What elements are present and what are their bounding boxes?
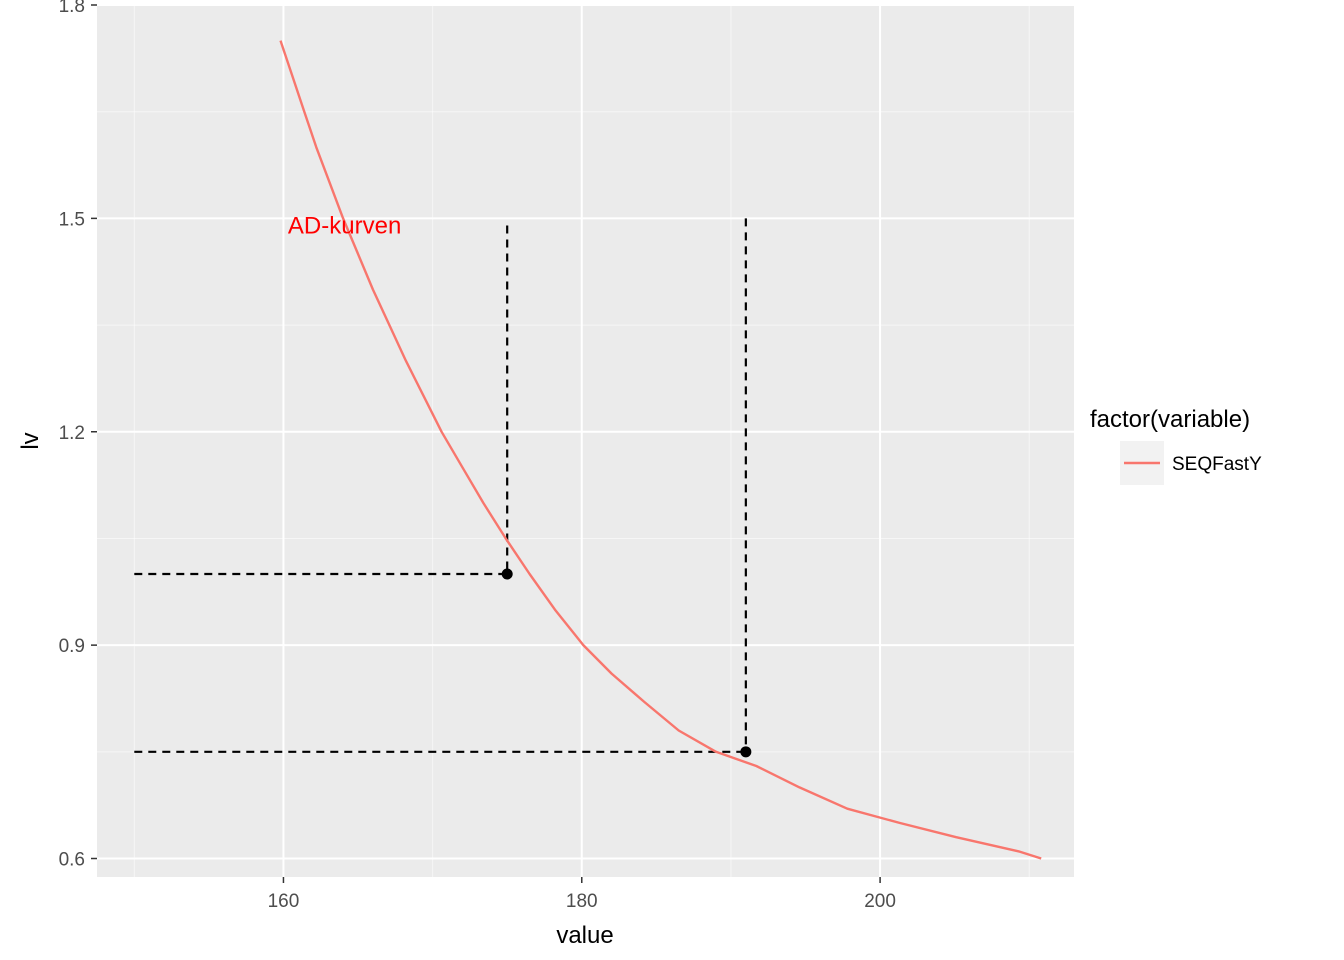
data-point <box>501 568 513 580</box>
annotations-layer: AD-kurven <box>288 212 401 239</box>
x-axis: 160 180 200 <box>268 877 896 912</box>
y-tick-label: 0.6 <box>59 850 85 871</box>
y-axis: 0.6 0.9 1.2 1.5 1.8 <box>59 0 97 871</box>
series-line-SEQFastY <box>279 40 1042 860</box>
x-tick-label: 180 <box>566 891 598 912</box>
data-point <box>740 746 752 758</box>
y-tick-label: 1.8 <box>59 0 85 17</box>
legend: factor(variable) SEQFastY <box>1090 406 1262 485</box>
y-tick-label: 1.2 <box>59 423 85 444</box>
grid-major <box>97 4 1074 877</box>
series-layer <box>279 40 1042 860</box>
y-tick-label: 0.9 <box>59 636 85 657</box>
plot-panel <box>97 5 1074 877</box>
legend-label: SEQFastY <box>1172 454 1262 475</box>
x-axis-title: value <box>556 922 613 949</box>
reference-lines <box>134 218 747 753</box>
points-layer <box>501 568 752 758</box>
y-tick-label: 1.5 <box>59 209 85 230</box>
y-axis-title: lv <box>17 432 44 449</box>
annotation-label: AD-kurven <box>288 212 401 239</box>
x-tick-label: 200 <box>864 891 896 912</box>
legend-title: factor(variable) <box>1090 406 1250 433</box>
x-tick-label: 160 <box>268 891 300 912</box>
